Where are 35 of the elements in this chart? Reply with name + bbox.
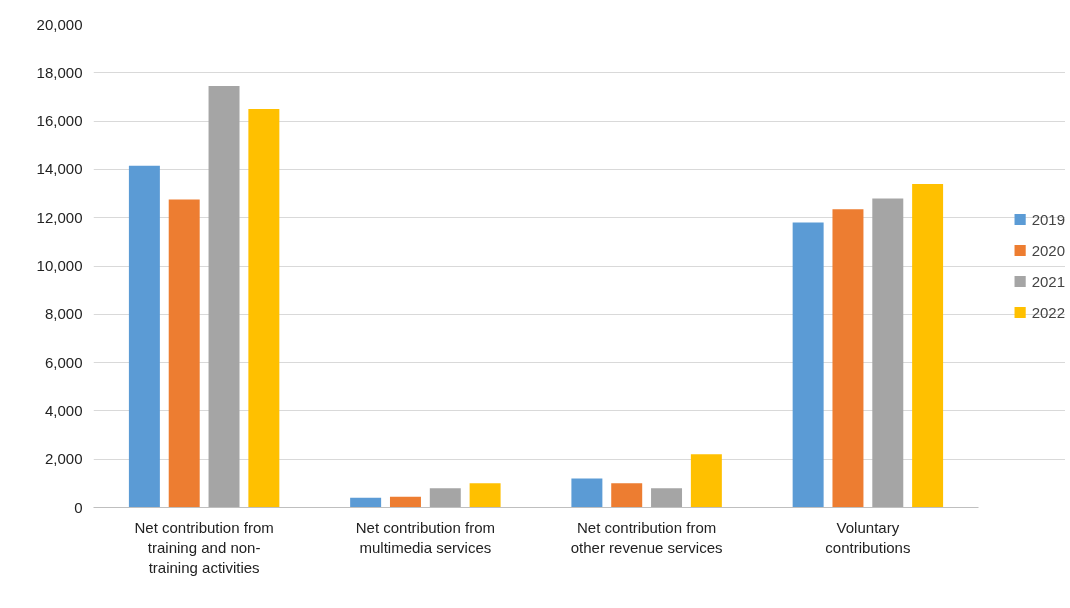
y-tick-label: 8,000 <box>44 305 83 323</box>
legend-label: 2020 <box>1031 241 1065 259</box>
y-tick-label: 16,000 <box>36 112 83 130</box>
bar <box>690 454 722 508</box>
bar <box>792 222 824 508</box>
legend-label: 2022 <box>1031 303 1065 321</box>
y-tick-label: 0 <box>74 498 83 516</box>
bar <box>350 497 382 508</box>
y-tick-label: 6,000 <box>44 353 83 371</box>
y-tick-label: 2,000 <box>44 450 83 468</box>
bar <box>611 483 643 508</box>
bar <box>429 488 461 508</box>
legend-label: 2021 <box>1031 272 1065 290</box>
bar <box>651 488 683 508</box>
bar <box>872 198 904 508</box>
bar <box>912 183 944 508</box>
bar <box>208 86 240 508</box>
y-tick-label: 12,000 <box>36 208 83 226</box>
bar <box>389 496 421 508</box>
legend-label: 2019 <box>1031 210 1065 228</box>
bar <box>469 483 501 508</box>
bar <box>832 209 864 508</box>
bar <box>248 109 280 508</box>
x-tick-label: Net contribution from training and non-training activities <box>134 518 274 577</box>
bar <box>571 478 603 508</box>
bar <box>128 165 160 508</box>
bar <box>168 199 200 508</box>
y-tick-label: 14,000 <box>36 160 83 178</box>
y-tick-label: 20,000 <box>36 15 83 33</box>
y-tick-label: 18,000 <box>36 63 83 81</box>
x-tick-label: Net contribution from multimedia services <box>355 518 495 556</box>
y-tick-label: 4,000 <box>44 401 83 419</box>
x-tick-label: Voluntary contributions <box>825 518 911 556</box>
y-tick-label: 10,000 <box>36 257 83 274</box>
x-tick-label: Net contribution from other revenue services <box>570 518 723 556</box>
